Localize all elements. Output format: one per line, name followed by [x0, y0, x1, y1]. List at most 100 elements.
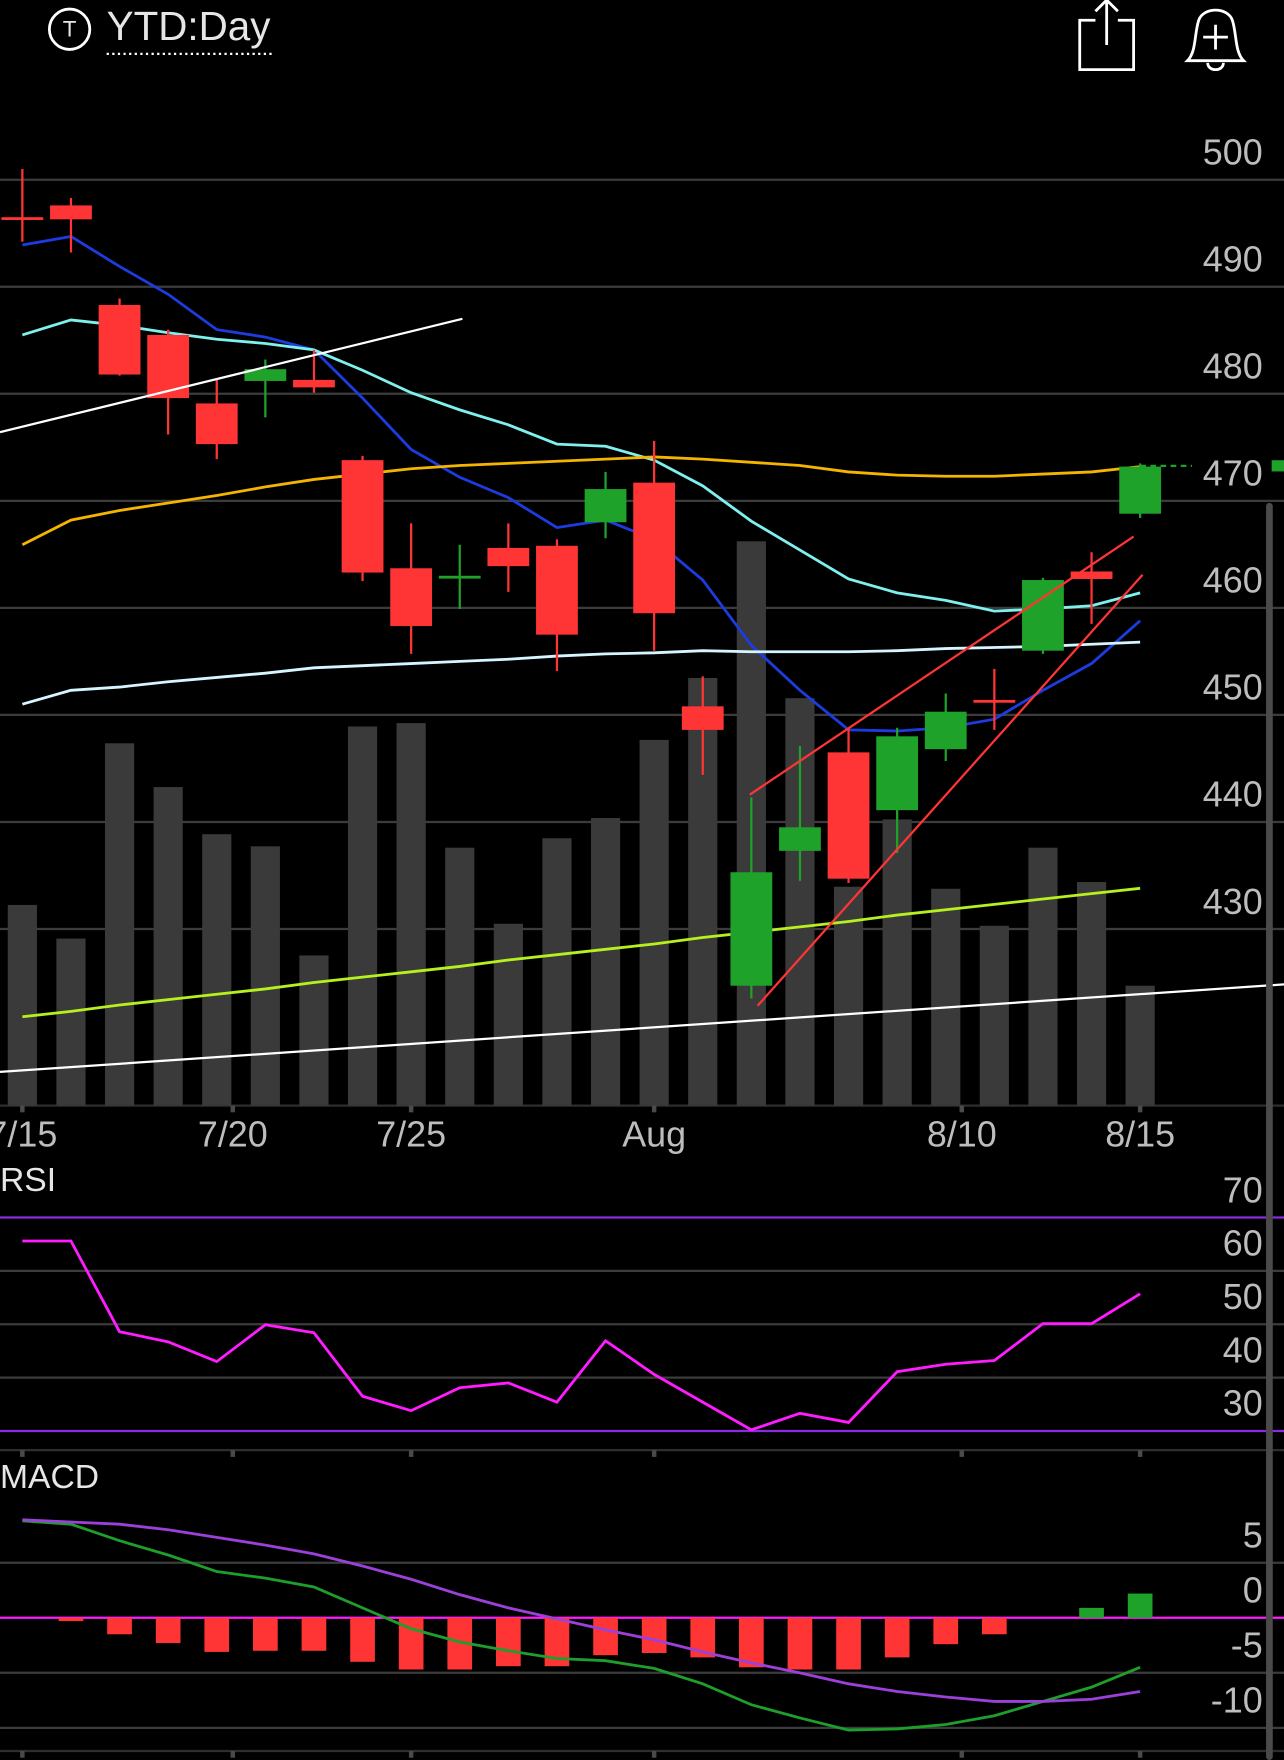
histogram-bar	[884, 1617, 910, 1658]
candle-body	[1, 217, 44, 220]
y-tick-label: 490	[1203, 239, 1263, 280]
candle-body	[147, 334, 190, 399]
x-tick-label: 7/15	[0, 1114, 57, 1155]
histogram-bar	[593, 1617, 618, 1656]
y-tick-label: 500	[1203, 132, 1263, 173]
histogram-bar	[739, 1617, 764, 1668]
candle-body	[584, 489, 627, 523]
volume-bar	[590, 818, 621, 1106]
volume-bar	[882, 819, 912, 1106]
volume-bar	[542, 838, 572, 1106]
volume-bar	[347, 726, 378, 1106]
histogram-bar	[1127, 1593, 1153, 1618]
histogram-bar	[58, 1617, 84, 1622]
volume-bar	[250, 846, 280, 1106]
y-tick-label: -5	[1231, 1625, 1263, 1666]
timeframe-selector[interactable]: YTD:Day	[107, 3, 272, 49]
alert-button[interactable]	[1184, 8, 1247, 72]
candle-body	[244, 369, 287, 381]
share-button[interactable]	[1078, 0, 1136, 72]
volume-bar	[202, 834, 232, 1106]
histogram-bar	[204, 1617, 230, 1652]
candle-body	[1119, 466, 1162, 514]
last-price-marker	[1271, 460, 1284, 472]
y-tick-label: 440	[1203, 774, 1263, 815]
histogram-bar	[982, 1617, 1007, 1635]
panel-title: MACD	[0, 1459, 99, 1496]
candle-body	[876, 736, 919, 811]
histogram-bar	[496, 1617, 521, 1667]
x-tick-label: 8/15	[1105, 1114, 1175, 1155]
volume-bar	[639, 739, 669, 1106]
histogram-bar	[253, 1617, 278, 1651]
candle-body	[633, 482, 676, 614]
candle-body	[536, 545, 578, 635]
histogram-bar	[787, 1617, 813, 1670]
moving-average	[21, 640, 1141, 706]
y-tick-label: 40	[1223, 1329, 1263, 1370]
volume-bar	[299, 955, 329, 1106]
trendline	[0, 983, 1284, 1074]
candle-body	[487, 547, 530, 567]
trendline	[0, 317, 463, 434]
histogram-bar	[933, 1617, 959, 1645]
trendline	[756, 573, 1144, 1007]
y-tick-label: 70	[1223, 1169, 1263, 1210]
y-tick-label: 480	[1203, 346, 1263, 387]
x-tick-label: Aug	[622, 1114, 686, 1155]
ticker-icon-letter: T	[63, 16, 77, 41]
x-tick-label: 7/25	[376, 1114, 446, 1155]
y-tick-label: 460	[1203, 560, 1263, 601]
plot-area: 4304404504604704804905007/157/207/25Aug8…	[0, 132, 1284, 1758]
histogram-bar	[350, 1617, 375, 1662]
ticker-icon[interactable]	[47, 7, 92, 51]
volume-bar	[493, 923, 523, 1106]
drawings	[0, 317, 1284, 1074]
candle-body	[50, 205, 92, 220]
panel-title: RSI	[0, 1162, 56, 1199]
candle-body	[730, 872, 773, 986]
volume-bar	[445, 847, 475, 1106]
candle-body	[973, 699, 1016, 703]
candle-body	[779, 827, 821, 851]
histogram-bar	[1079, 1607, 1104, 1618]
volume-bar	[104, 743, 135, 1106]
candle-body	[195, 403, 238, 445]
volume-bar	[1125, 985, 1155, 1106]
histogram-bar	[301, 1617, 327, 1651]
y-tick-label: 5	[1243, 1515, 1263, 1556]
header: T YTD:Day	[47, 0, 1247, 72]
volume-bar	[56, 938, 86, 1106]
volume-bar	[979, 925, 1009, 1106]
histogram-bar	[107, 1617, 132, 1635]
moving-average	[21, 455, 1141, 546]
scrollbar[interactable]	[1266, 502, 1273, 1760]
moving-average	[22, 886, 1141, 1019]
candle-body	[438, 575, 481, 579]
volume-bar	[396, 723, 426, 1106]
volume-bar	[153, 787, 183, 1106]
x-tick-label: 7/20	[198, 1114, 268, 1155]
candle-body	[1070, 571, 1113, 579]
histogram-bar	[641, 1617, 667, 1653]
y-tick-label: 60	[1223, 1223, 1263, 1264]
macd-line	[22, 1519, 1141, 1732]
candle-body	[293, 379, 335, 388]
histogram-bar	[155, 1617, 181, 1644]
candle-body	[827, 752, 870, 879]
candle-body	[681, 706, 724, 730]
y-tick-label: -10	[1211, 1680, 1263, 1721]
candle-body	[341, 460, 384, 573]
rsi-line	[22, 1239, 1141, 1432]
x-tick-label: 8/10	[927, 1114, 997, 1155]
volume-bar	[7, 904, 37, 1106]
y-tick-label: 30	[1223, 1383, 1263, 1424]
candle-body	[924, 711, 967, 750]
macd-line	[22, 1518, 1141, 1703]
candle-body	[390, 568, 433, 627]
y-tick-label: 450	[1203, 667, 1263, 708]
y-tick-label: 470	[1203, 453, 1263, 494]
y-tick-label: 0	[1243, 1570, 1263, 1611]
